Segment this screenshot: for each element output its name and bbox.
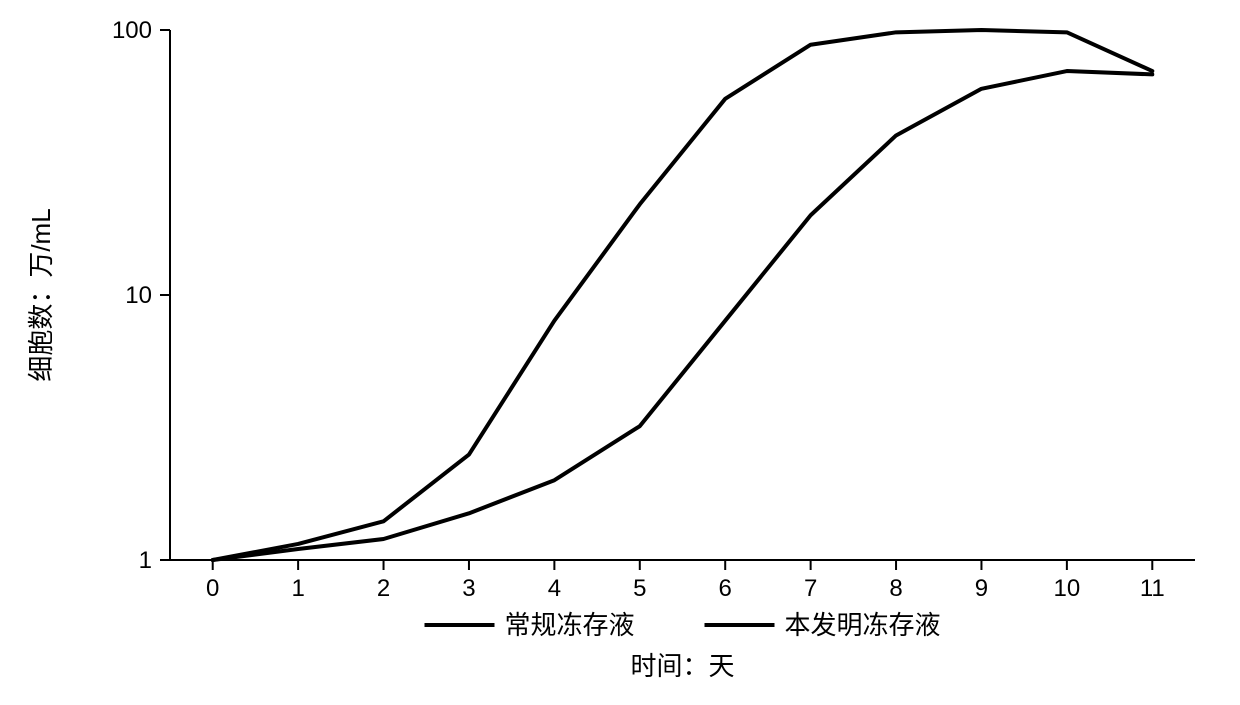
y-tick-label: 10 <box>125 282 152 309</box>
x-tick-label: 0 <box>206 575 219 602</box>
x-tick-label: 1 <box>291 575 304 602</box>
legend-label-0: 常规冻存液 <box>505 610 635 640</box>
x-tick-label: 11 <box>1140 575 1165 602</box>
x-tick-label: 3 <box>462 575 475 602</box>
x-tick-label: 4 <box>548 575 561 602</box>
line-chart: 1 10 100 0 1 2 3 4 5 6 7 8 9 10 11 细胞数：万/mL 常规冻存液 本发明冻存液时… <box>0 0 1240 705</box>
x-tick-label: 2 <box>377 575 390 602</box>
y-tick-label: 1 <box>139 547 152 574</box>
series-line-1 <box>213 30 1153 560</box>
chart-container: 1 10 100 0 1 2 3 4 5 6 7 8 9 10 11 细胞数：万/mL 常规冻存液 本发明冻存液时… <box>0 0 1240 705</box>
x-axis-label: 时间：天 <box>630 651 734 681</box>
series-line-0 <box>213 71 1153 560</box>
x-tick-label: 7 <box>804 575 817 602</box>
x-tick-label: 8 <box>889 575 902 602</box>
y-axis-label: 细胞数：万/mL <box>26 208 56 381</box>
x-tick-label: 9 <box>975 575 988 602</box>
y-tick-label: 100 <box>112 17 152 44</box>
x-tick-label: 5 <box>633 575 646 602</box>
x-tick-label: 10 <box>1054 575 1081 602</box>
x-tick-label: 6 <box>719 575 732 602</box>
legend-label-1: 本发明冻存液 <box>785 610 941 640</box>
